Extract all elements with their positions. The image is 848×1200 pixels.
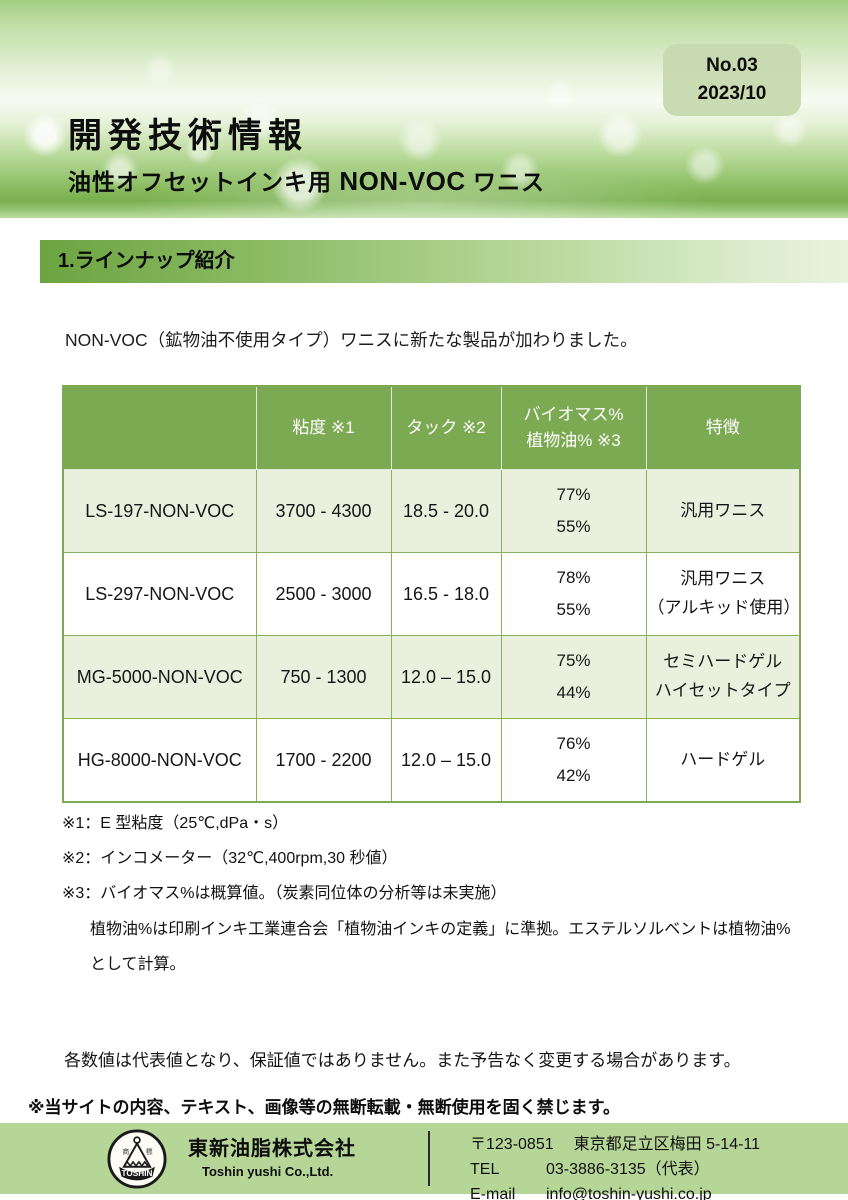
cell-biomass: 76% 42% [500, 718, 647, 803]
cell-biomass: 78% 55% [500, 552, 647, 636]
cell-product: LS-297-NON-VOC [62, 552, 257, 636]
cell-feature: ハードゲル [645, 718, 801, 803]
table-header-row: 粘度 ※1 タック ※2 バイオマス% 植物油% ※3 特徴 [62, 385, 801, 470]
copyright-notice: ※当サイトの内容、テキスト、画像等の無断転載・無断使用を固く禁じます。 [28, 1098, 620, 1117]
table-row: LS-297-NON-VOC 2500 - 3000 16.5 - 18.0 7… [62, 552, 801, 636]
svg-text:商: 商 [122, 1147, 129, 1156]
cell-viscosity: 3700 - 4300 [255, 469, 392, 553]
subtitle-prefix: 油性オフセットインキ用 [68, 169, 340, 195]
subtitle-emphasis: NON-VOC [339, 166, 466, 196]
cell-tack: 18.5 - 20.0 [390, 469, 502, 553]
cell-product: HG-8000-NON-VOC [62, 718, 257, 803]
contact-info: 〒123-0851 東京都足立区梅田 5-14-11 TEL 03-3886-313… [470, 1133, 760, 1200]
footnote-3-continued: 植物油%は印刷インキ工業連合会「植物油インキの定義」に準拠。エステルソルベントは… [90, 920, 791, 938]
page-subtitle: 油性オフセットインキ用 NON-VOC ワニス [68, 163, 545, 197]
table-row: LS-197-NON-VOC 3700 - 4300 18.5 - 20.0 7… [62, 469, 801, 553]
table-row: HG-8000-NON-VOC 1700 - 2200 12.0 – 15.0 … [62, 718, 801, 803]
footnote-1: ※1：E 型粘度（25℃,dPa・s） [62, 815, 289, 832]
company-name-block: 東新油脂株式会社 Toshin yushi Co.,Ltd. [188, 1132, 356, 1179]
footer-divider [428, 1131, 430, 1186]
email-address: info@toshin-yushi.co.jp [546, 1185, 712, 1200]
issue-number-badge: No.03 2023/10 [663, 44, 801, 116]
postal-code: 〒123-0851 [470, 1136, 554, 1153]
cell-biomass: 77% 55% [500, 469, 647, 553]
cell-feature: 汎用ワニス [645, 469, 801, 553]
col-header-product [62, 385, 257, 470]
cell-viscosity: 750 - 1300 [255, 635, 392, 719]
cell-biomass: 75% 44% [500, 635, 647, 719]
issue-number: No.03 [706, 54, 758, 76]
cell-feature: セミハードゲル ハイセットタイプ [645, 635, 801, 719]
company-name-ja: 東新油脂株式会社 [188, 1138, 356, 1160]
cell-tack: 12.0 – 15.0 [390, 718, 502, 803]
company-logo-icon: 商 標 TOSHIN [106, 1128, 168, 1190]
col-header-tack: タック ※2 [390, 385, 502, 470]
postal-address-line: 〒123-0851 東京都足立区梅田 5-14-11 [470, 1133, 760, 1158]
footnote-3: ※3：バイオマス%は概算値。（炭素同位体の分析等は未実施） [62, 885, 507, 903]
cell-viscosity: 1700 - 2200 [255, 718, 392, 803]
email-line: E-mail info@toshin-yushi.co.jp [470, 1183, 760, 1200]
page-footer: 商 標 TOSHIN 東新油脂株式会社 Toshin yushi Co.,Ltd… [0, 1123, 848, 1200]
cell-product: LS-197-NON-VOC [62, 469, 257, 553]
cell-tack: 16.5 - 18.0 [390, 552, 502, 636]
company-name-en: Toshin yushi Co.,Ltd. [202, 1164, 334, 1179]
tel-number: 03-3886-3135（代表） [546, 1160, 710, 1178]
product-lineup-table: 粘度 ※1 タック ※2 バイオマス% 植物油% ※3 特徴 LS-197-NO… [62, 385, 801, 803]
page-header: No.03 2023/10 開発技術情報 油性オフセットインキ用 NON-VOC… [0, 0, 848, 218]
email-label: E-mail [470, 1185, 516, 1200]
subtitle-suffix: ワニス [465, 169, 546, 195]
footnote-3-continued: として計算。 [90, 955, 186, 973]
disclaimer-text: 各数値は代表値となり、保証値ではありません。また予告なく変更する場合があります。 [64, 1051, 741, 1070]
intro-text: NON-VOC（鉱物油不使用タイプ）ワニスに新たな製品が加わりました。 [65, 330, 638, 350]
page-title: 開発技術情報 [68, 117, 308, 155]
footnotes: ※1：E 型粘度（25℃,dPa・s） ※2：インコメーター（32℃,400rp… [62, 806, 790, 982]
section-heading-lineup: 1.ラインナップ紹介 [40, 240, 848, 283]
col-header-feature: 特徴 [645, 385, 801, 470]
footnote-2: ※2：インコメーター（32℃,400rpm,30 秒値） [62, 850, 398, 868]
cell-feature: 汎用ワニス （アルキッド使用） [645, 552, 801, 636]
table-row: MG-5000-NON-VOC 750 - 1300 12.0 – 15.0 7… [62, 635, 801, 719]
cell-viscosity: 2500 - 3000 [255, 552, 392, 636]
svg-text:標: 標 [146, 1147, 153, 1156]
issue-date: 2023/10 [697, 83, 767, 104]
logo-text: TOSHIN [122, 1169, 153, 1178]
cell-product: MG-5000-NON-VOC [62, 635, 257, 719]
col-header-viscosity: 粘度 ※1 [255, 385, 392, 470]
col-header-biomass: バイオマス% 植物油% ※3 [500, 385, 647, 470]
cell-tack: 12.0 – 15.0 [390, 635, 502, 719]
street-address: 東京都足立区梅田 5-14-11 [573, 1136, 761, 1153]
tel-line: TEL 03-3886-3135（代表） [470, 1158, 760, 1183]
tel-label: TEL [470, 1160, 500, 1178]
